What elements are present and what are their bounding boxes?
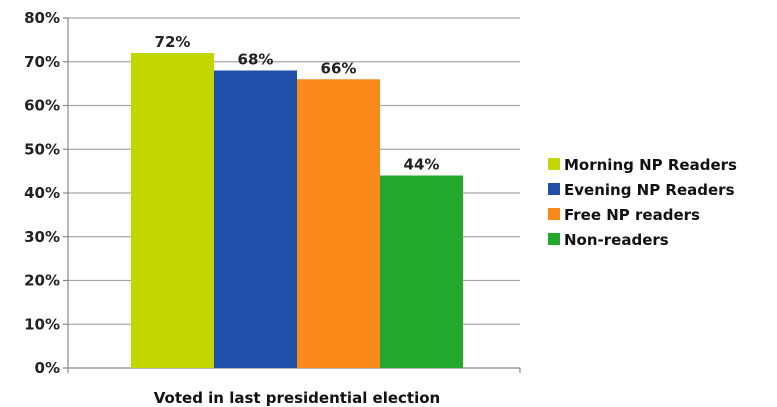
y-tick-labels: 0% 10% 20% 30% 40% 50% 60% 70% 80% <box>24 9 60 377</box>
bar-non-readers <box>380 175 463 368</box>
legend-label: Evening NP Readers <box>564 181 735 199</box>
bar-evening-np-readers <box>214 70 297 368</box>
bar-morning-np-readers <box>131 53 214 368</box>
legend-swatch <box>548 158 560 170</box>
data-label: 72% <box>155 33 191 51</box>
y-tick-label: 80% <box>24 9 60 27</box>
legend-swatch <box>548 233 560 245</box>
legend-swatch <box>548 208 560 220</box>
data-label: 68% <box>238 51 274 69</box>
data-label: 66% <box>321 59 357 77</box>
legend-label: Free NP readers <box>564 206 700 224</box>
y-tick-label: 50% <box>24 140 60 158</box>
category-labels: Voted in last presidential election <box>154 389 440 407</box>
y-tick-label: 10% <box>24 315 60 333</box>
bars <box>131 53 463 368</box>
y-tick-label: 70% <box>24 53 60 71</box>
legend-swatch <box>548 183 560 195</box>
data-label: 44% <box>404 156 440 174</box>
y-tick-label: 30% <box>24 228 60 246</box>
legend: Morning NP Readers Evening NP Readers Free… <box>548 156 737 249</box>
y-tick-label: 60% <box>24 97 60 115</box>
y-tick-label: 20% <box>24 272 60 290</box>
y-tick-label: 0% <box>35 359 60 377</box>
legend-label: Non-readers <box>564 231 669 249</box>
x-category-label: Voted in last presidential election <box>154 389 440 407</box>
legend-label: Morning NP Readers <box>564 156 737 174</box>
bar-free-np-readers <box>297 79 380 368</box>
y-tick-label: 40% <box>24 184 60 202</box>
data-labels: 72% 68% 66% 44% <box>155 33 440 174</box>
